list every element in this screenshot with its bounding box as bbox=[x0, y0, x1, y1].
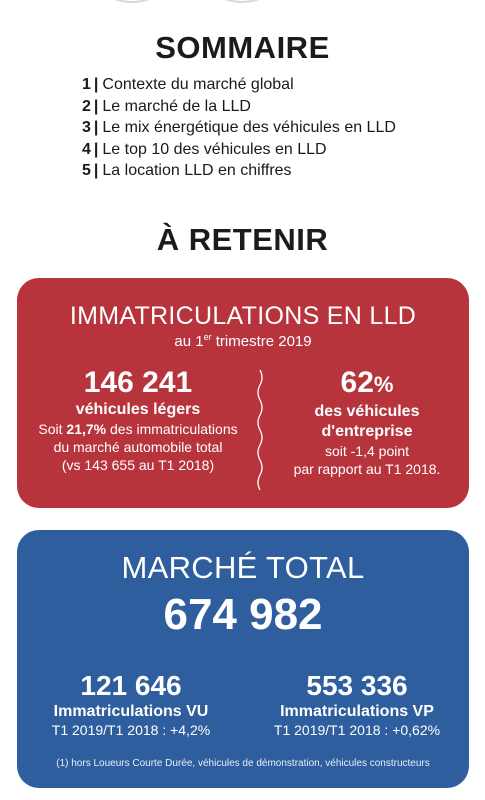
vu-value: 121 646 bbox=[80, 670, 182, 701]
total-market-card: MARCHÉ TOTAL 674 982 121 646 Immatricula… bbox=[17, 530, 469, 788]
toc-label: Le marché de la LLD bbox=[102, 97, 251, 115]
toc-number: 4 bbox=[82, 140, 91, 158]
toc-separator: | bbox=[93, 162, 99, 179]
vp-change: T1 2019/T1 2018 : +0,62% bbox=[273, 722, 441, 738]
company-vehicles-reference: par rapport au T1 2018. bbox=[293, 461, 441, 477]
toc-separator: | bbox=[93, 76, 99, 93]
lld-registrations-card: IMMATRICULATIONS EN LLD au 1er trimestre… bbox=[17, 278, 469, 508]
toc-label: Le top 10 des véhicules en LLD bbox=[102, 140, 327, 158]
light-vehicles-value: 146 241 bbox=[83, 366, 193, 399]
toc-item: 1 | Contexte du marché global bbox=[82, 74, 396, 96]
toc-item: 3 | Le mix énergétique des véhicules en LL… bbox=[82, 117, 396, 139]
table-of-contents: 1 | Contexte du marché global 2 | Le marché … bbox=[82, 74, 396, 182]
top-decoration bbox=[114, 0, 260, 3]
total-market-title: MARCHÉ TOTAL bbox=[121, 550, 365, 585]
lld-card-title: IMMATRICULATIONS EN LLD bbox=[69, 302, 417, 330]
toc-label: Contexte du marché global bbox=[102, 76, 294, 93]
lld-card-subtitle: au 1er trimestre 2019 bbox=[174, 332, 312, 350]
toc-item: 4 | Le top 10 des véhicules en LLD bbox=[82, 139, 396, 161]
toc-item: 5 | La location LLD en chiffres bbox=[82, 160, 396, 182]
toc-number: 5 bbox=[82, 162, 91, 179]
wavy-divider bbox=[257, 370, 263, 490]
company-vehicles-stat: 62% des véhicules d'entreprise soit -1,4… bbox=[265, 366, 469, 478]
company-vehicles-value: 62% bbox=[340, 366, 394, 399]
toc-item: 2 | Le marché de la LLD bbox=[82, 96, 396, 118]
vp-value: 553 336 bbox=[306, 670, 408, 701]
toc-number: 1 bbox=[82, 76, 91, 93]
light-vehicles-share: Soit 21,7% des immatriculations bbox=[38, 421, 238, 437]
vu-change: T1 2019/T1 2018 : +4,2% bbox=[51, 722, 211, 738]
company-vehicles-change: soit -1,4 point bbox=[324, 443, 410, 459]
retenir-title: À RETENIR bbox=[156, 222, 329, 257]
vp-stat: 553 336 Immatriculations VP T1 2019/T1 2… bbox=[245, 670, 469, 739]
light-vehicles-comparison: (vs 143 655 au T1 2018) bbox=[61, 457, 215, 473]
vu-label: Immatriculations VU bbox=[53, 703, 209, 720]
light-vehicles-label: véhicules légers bbox=[75, 401, 201, 418]
vp-label: Immatriculations VP bbox=[280, 703, 434, 720]
vu-stat: 121 646 Immatriculations VU T1 2019/T1 2… bbox=[17, 670, 245, 739]
toc-number: 2 bbox=[82, 97, 91, 115]
toc-separator: | bbox=[93, 97, 99, 115]
company-vehicles-label-1: des véhicules bbox=[314, 403, 420, 420]
toc-label: La location LLD en chiffres bbox=[102, 162, 292, 179]
light-vehicles-context: du marché automobile total bbox=[53, 439, 223, 455]
company-vehicles-label-2: d'entreprise bbox=[321, 423, 413, 440]
toc-label: Le mix énergétique des véhicules en LLD bbox=[102, 119, 396, 136]
total-market-value: 674 982 bbox=[163, 590, 323, 639]
light-vehicles-stat: 146 241 véhicules légers Soit 21,7% des … bbox=[17, 366, 259, 474]
toc-separator: | bbox=[93, 140, 99, 158]
footnote: (1) hors Loueurs Courte Durée, véhicules… bbox=[56, 758, 430, 769]
sommaire-title: SOMMAIRE bbox=[155, 30, 330, 65]
toc-number: 3 bbox=[82, 119, 91, 136]
toc-separator: | bbox=[93, 119, 99, 136]
